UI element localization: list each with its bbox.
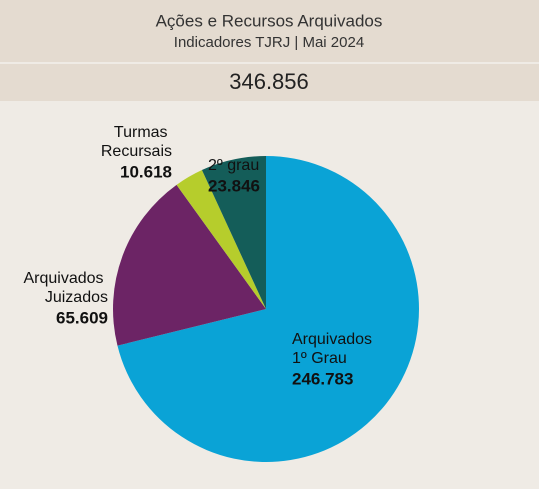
- pie-slice: [113, 184, 267, 346]
- label-line: Juizados: [45, 289, 108, 306]
- chart-title: Ações e Recursos Arquivados: [156, 11, 383, 30]
- slice-value: 65.609: [56, 308, 108, 327]
- slice-label: Arquivados 1º Grau: [292, 331, 377, 367]
- label-line: Arquivados: [24, 270, 109, 287]
- pie-slice: [201, 156, 266, 309]
- slice-value: 10.618: [120, 162, 172, 181]
- header-band: [0, 0, 539, 62]
- label-line: 1º Grau: [292, 350, 347, 367]
- slice-value: 246.783: [292, 369, 353, 388]
- slice-value: 23.846: [208, 176, 260, 195]
- slice-label: 2º grau: [208, 157, 259, 174]
- label-line: Recursais: [101, 143, 172, 160]
- pie-slice: [117, 156, 420, 463]
- label-line: Turmas: [114, 124, 172, 141]
- label-line: Arquivados: [292, 331, 377, 348]
- slice-label: Arquivados Juizados: [24, 270, 109, 306]
- pie-slice: [176, 170, 266, 309]
- total: 346.856: [229, 69, 309, 94]
- label-line: 2º grau: [208, 157, 259, 174]
- slice-label: Turmas Recursais: [101, 124, 172, 160]
- total-band: [0, 64, 539, 101]
- chart-subtitle: Indicadores TJRJ | Mai 2024: [174, 34, 364, 51]
